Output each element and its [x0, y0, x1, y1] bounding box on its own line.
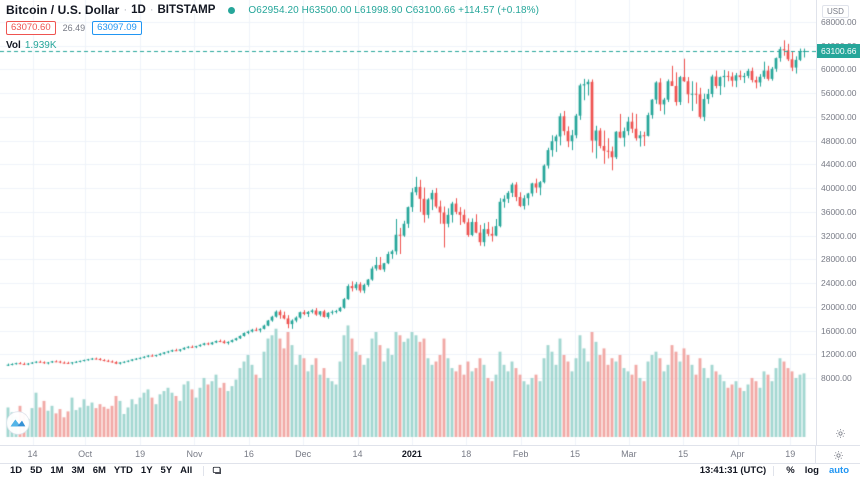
- range-button-all[interactable]: All: [180, 465, 193, 476]
- price-scale-settings-gear-icon[interactable]: [835, 428, 846, 439]
- toolbar-divider-2: [773, 465, 775, 476]
- time-axis-label: 15: [678, 449, 689, 459]
- time-axis-label: Apr: [730, 449, 745, 459]
- price-axis-label: 48000.00: [821, 135, 857, 146]
- price-axis-label: 16000.00: [821, 325, 857, 336]
- bottom-toolbar: 1D 5D 1M 3M 6M YTD 1Y 5Y All 13:41:31 (UTC) % lo…: [0, 463, 860, 477]
- clock-label[interactable]: 13:41:31 (UTC): [699, 465, 767, 476]
- range-button-ytd[interactable]: YTD: [113, 465, 133, 476]
- time-axis-label: 14: [352, 449, 363, 459]
- time-axis-label: 16: [243, 449, 254, 459]
- time-axis-label: 19: [785, 449, 796, 459]
- range-button-5d[interactable]: 5D: [30, 465, 43, 476]
- replay-snapshot-icon[interactable]: [211, 465, 223, 477]
- range-button-1y[interactable]: 1Y: [140, 465, 153, 476]
- current-price-badge[interactable]: 63100.66: [817, 43, 860, 58]
- price-axis-label: 44000.00: [821, 159, 857, 170]
- price-axis-label: 32000.00: [821, 230, 857, 241]
- time-axis-label: Feb: [512, 449, 529, 459]
- time-scale-divider: [815, 446, 816, 463]
- chart-body: USD 68000.0064000.0060000.0056000.005200…: [0, 0, 860, 445]
- time-axis-label: Mar: [621, 449, 637, 459]
- tradingview-logo-watermark: [6, 411, 30, 435]
- price-axis-label: 36000.00: [821, 206, 857, 217]
- price-axis-label: 12000.00: [821, 349, 857, 360]
- currency-badge[interactable]: USD: [822, 5, 849, 18]
- time-scale-settings-gear-icon[interactable]: [833, 450, 844, 461]
- time-axis-label: 2021: [401, 449, 422, 459]
- time-axis-label: 19: [135, 449, 146, 459]
- range-button-group: 1D 5D 1M 3M 6M YTD 1Y 5Y All: [0, 465, 196, 476]
- range-button-5y[interactable]: 5Y: [160, 465, 173, 476]
- auto-scale-button[interactable]: auto: [828, 465, 849, 476]
- time-scale[interactable]: 14 Oct 19 Nov 16 Dec 14 2021 18 Feb 15 Mar 15 Apr 19: [0, 445, 860, 463]
- time-axis-label: Oct: [78, 449, 93, 459]
- price-axis-label: 24000.00: [821, 278, 857, 289]
- toolbar-right-group: 13:41:31 (UTC) % log auto: [700, 465, 860, 476]
- time-axis-label: Nov: [186, 449, 203, 459]
- time-axis-label: 15: [569, 449, 581, 459]
- range-button-6m[interactable]: 6M: [92, 465, 106, 476]
- time-axis-label: Dec: [295, 449, 312, 459]
- candlestick-canvas[interactable]: [0, 0, 816, 445]
- price-axis-label: 20000.00: [821, 301, 857, 312]
- percent-scale-button[interactable]: %: [786, 465, 795, 476]
- range-button-3m[interactable]: 3M: [71, 465, 85, 476]
- price-axis-label: 60000.00: [821, 64, 857, 75]
- time-axis-label: 18: [461, 449, 472, 459]
- price-scale[interactable]: USD 68000.0064000.0060000.0056000.005200…: [816, 0, 860, 445]
- time-axis-label: 14: [27, 449, 38, 459]
- price-axis-label: 56000.00: [821, 88, 857, 99]
- price-axis-label: 68000.00: [821, 16, 857, 27]
- log-scale-button[interactable]: log: [804, 465, 819, 476]
- price-axis-label: 52000.00: [821, 111, 857, 122]
- toolbar-divider-1: [203, 465, 205, 476]
- range-button-1d[interactable]: 1D: [10, 465, 23, 476]
- range-button-1m[interactable]: 1M: [50, 465, 64, 476]
- price-axis-label: 40000.00: [821, 183, 857, 194]
- price-axis-label: 28000.00: [821, 254, 857, 265]
- price-axis-label: 8000.00: [821, 373, 852, 384]
